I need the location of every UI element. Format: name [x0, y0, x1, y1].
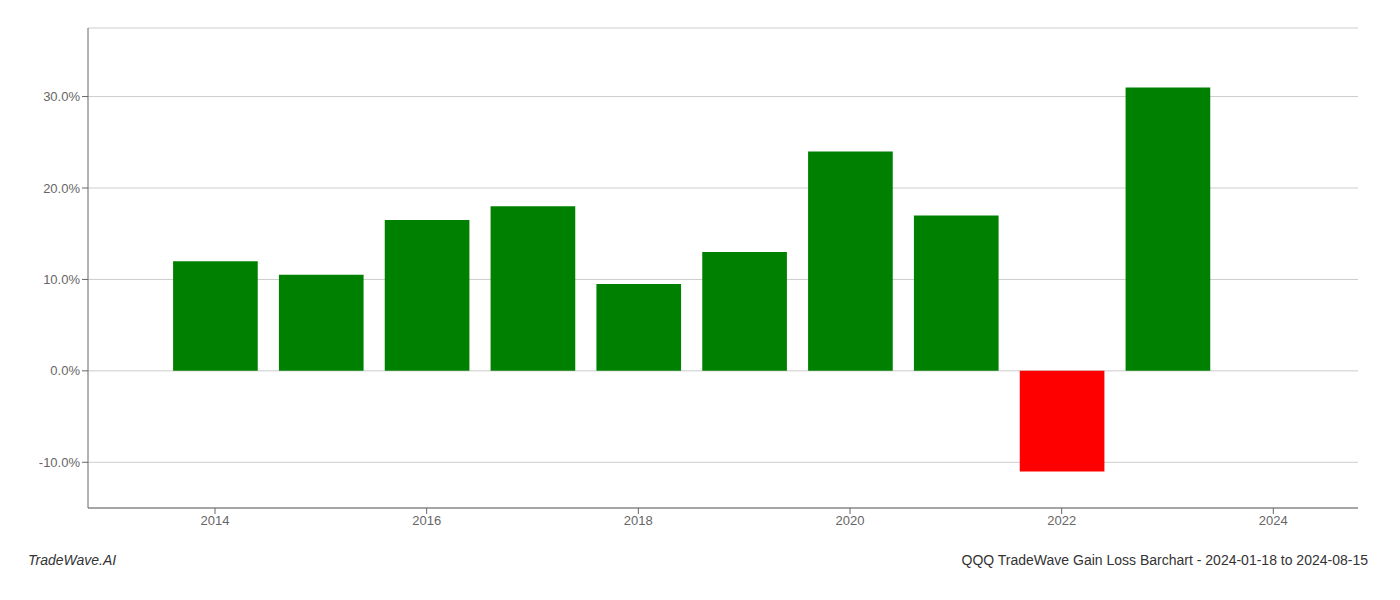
svg-text:-10.0%: -10.0%	[39, 455, 81, 470]
svg-text:10.0%: 10.0%	[43, 272, 80, 287]
svg-text:20.0%: 20.0%	[43, 181, 80, 196]
svg-text:0.0%: 0.0%	[50, 363, 80, 378]
svg-text:30.0%: 30.0%	[43, 89, 80, 104]
svg-text:2020: 2020	[836, 513, 865, 528]
svg-text:2016: 2016	[412, 513, 441, 528]
svg-text:2014: 2014	[201, 513, 230, 528]
svg-text:2022: 2022	[1047, 513, 1076, 528]
html-text:TradeWave.AI: TradeWave.AI	[28, 552, 117, 568]
svg-text:2018: 2018	[624, 513, 653, 528]
svg-text:2024: 2024	[1259, 513, 1288, 528]
html-text:QQQ TradeWave Gain Loss Barcha: QQQ TradeWave Gain Loss Barchart - 2024-…	[961, 552, 1368, 568]
